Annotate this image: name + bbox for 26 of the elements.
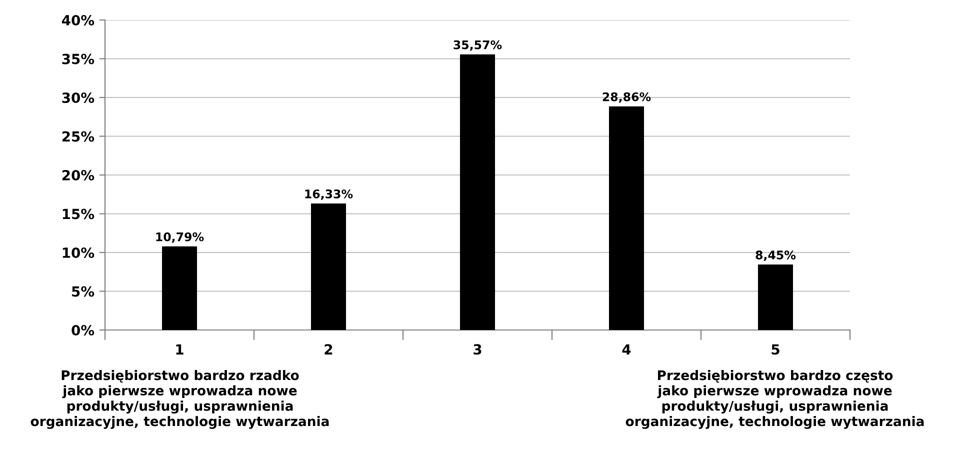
y-tick-label: 35%	[62, 54, 94, 64]
bar	[310, 203, 346, 330]
y-tick-label: 0%	[72, 324, 94, 336]
x-tick-label: 1	[176, 344, 184, 354]
bar	[162, 246, 198, 330]
y-tick-label: 20%	[62, 170, 94, 180]
y-tick-label: 15%	[62, 208, 94, 220]
y-tick-label: 25%	[62, 131, 94, 142]
bar	[608, 106, 644, 330]
y-tick-label: 5%	[72, 286, 94, 297]
text: Przedsiębiorstwo bardzo rzadko jako pierwsze wprowadza nowe produkty/usługi, usprawnienia organizacyjne, technologie wytwarzania	[30, 370, 329, 429]
text: Przedsiębiorstwo bardzo często jako pierwsze wprowadza nowe produkty/usługi, usprawnienia organizacyjne, technologie wytwarzania	[626, 370, 924, 429]
x-tick-label: 5	[772, 344, 780, 355]
data-label: 35,57%	[454, 40, 502, 51]
x-tick-label: 2	[324, 344, 332, 354]
x-tick-label: 3	[474, 344, 482, 355]
bar	[758, 264, 794, 330]
y-tick-label: 10%	[62, 247, 94, 258]
data-label: 10,79%	[156, 232, 204, 243]
bar	[460, 54, 496, 330]
y-tick-label: 30%	[62, 92, 94, 103]
data-label: 8,45%	[756, 250, 796, 261]
data-label: 16,33%	[305, 189, 353, 200]
y-tick-label: 40%	[62, 14, 94, 26]
data-label: 28,86%	[602, 92, 651, 103]
x-tick-label: 4	[622, 344, 631, 354]
